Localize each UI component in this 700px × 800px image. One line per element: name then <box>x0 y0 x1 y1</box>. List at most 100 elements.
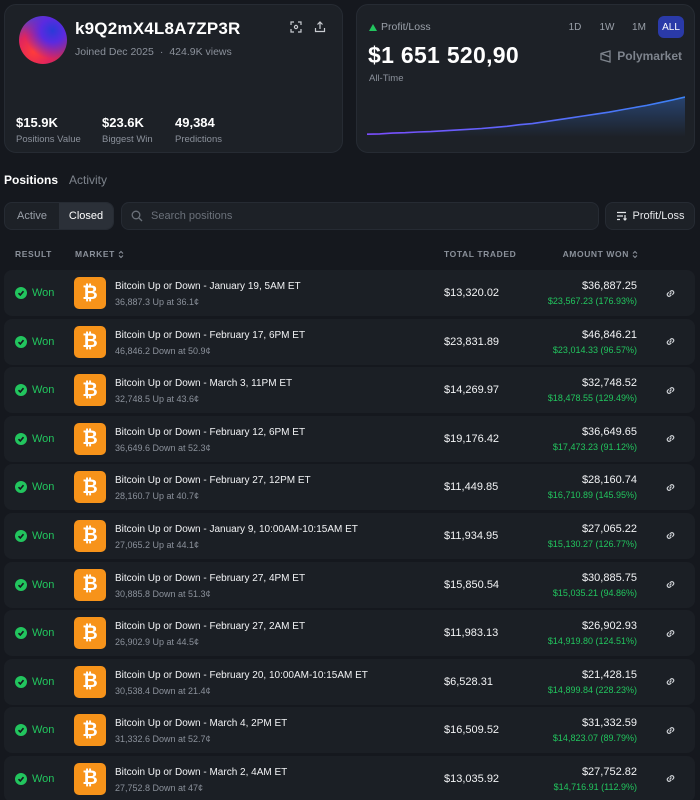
table-row[interactable]: Won ₿ Bitcoin Up or Down - January 19, 5AM… <box>4 270 695 316</box>
link-icon[interactable] <box>663 675 677 689</box>
table-row[interactable]: Won ₿ Bitcoin Up or Down - February 12, 6P… <box>4 415 695 462</box>
amount-won: $28,160.74 <box>581 474 637 487</box>
table-row[interactable]: Won ₿ Bitcoin Up or Down - February 17, 6P… <box>4 318 695 365</box>
check-circle-icon <box>15 724 27 737</box>
profit-amount: $14,823.07 (89.79%) <box>552 733 637 744</box>
link-icon[interactable] <box>663 529 677 543</box>
check-circle-icon <box>15 432 27 445</box>
total-traded: $14,269.97 <box>444 384 500 397</box>
positions-list: Won ₿ Bitcoin Up or Down - January 19, 5AM… <box>4 270 695 800</box>
market-title[interactable]: Bitcoin Up or Down - January 9, 10:00AM-… <box>115 523 358 535</box>
link-icon[interactable] <box>663 335 677 349</box>
header-market[interactable]: MARKET <box>75 249 124 259</box>
table-row[interactable]: Won ₿ Bitcoin Up or Down - February 27, 2A… <box>4 610 695 657</box>
amount-won: $30,885.75 <box>581 571 637 584</box>
link-icon[interactable] <box>663 578 677 592</box>
market-title[interactable]: Bitcoin Up or Down - March 2, 4AM ET <box>115 766 288 778</box>
pnl-period: All-Time <box>369 73 404 84</box>
range-tab-1m[interactable]: 1M <box>632 21 646 33</box>
market-position: 26,902.9 Up at 44.5¢ <box>115 637 200 648</box>
market-title[interactable]: Bitcoin Up or Down - March 4, 2PM ET <box>115 718 288 730</box>
profit-amount: $15,130.27 (126.77%) <box>547 538 637 549</box>
sort-pnl-button[interactable]: Profit/Loss <box>605 202 695 230</box>
range-tab-all[interactable]: ALL <box>658 16 684 38</box>
market-title[interactable]: Bitcoin Up or Down - February 17, 6PM ET <box>115 329 306 341</box>
header-result: RESULT <box>15 249 52 259</box>
table-row[interactable]: Won ₿ Bitcoin Up or Down - February 20, 10… <box>4 658 695 705</box>
header-amount-won[interactable]: AMOUNT WON <box>563 249 638 259</box>
table-row[interactable]: Won ₿ Bitcoin Up or Down - March 2, 4AM ET… <box>4 755 695 800</box>
result-label: Won <box>32 627 55 640</box>
tab-activity[interactable]: Activity <box>69 173 108 187</box>
link-icon[interactable] <box>663 383 677 397</box>
joined-date: Joined Dec 2025 <box>75 46 154 58</box>
link-icon[interactable] <box>663 626 677 640</box>
result-label: Won <box>32 287 55 299</box>
market-title[interactable]: Bitcoin Up or Down - February 27, 12PM E… <box>115 475 311 487</box>
range-tab-1w[interactable]: 1W <box>599 21 615 33</box>
bitcoin-icon: ₿ <box>74 568 106 601</box>
brand-name: Polymarket <box>617 49 682 63</box>
amount-won: $32,748.52 <box>581 377 637 390</box>
result-label: Won <box>32 675 55 688</box>
total-traded: $13,320.02 <box>444 287 500 299</box>
result-label: Won <box>32 578 55 591</box>
link-icon[interactable] <box>663 480 677 494</box>
result-badge: Won <box>15 529 54 542</box>
result-badge: Won <box>15 384 54 397</box>
link-icon[interactable] <box>663 772 677 786</box>
amount-won: $21,428.15 <box>581 668 637 681</box>
link-icon[interactable] <box>663 286 677 300</box>
bitcoin-icon: ₿ <box>74 617 106 650</box>
market-title[interactable]: Bitcoin Up or Down - February 27, 4PM ET <box>115 572 306 584</box>
total-traded: $15,850.54 <box>444 578 500 591</box>
market-position: 30,538.4 Down at 21.4¢ <box>115 685 211 696</box>
tab-positions[interactable]: Positions <box>4 173 59 187</box>
profit-amount: $14,919.80 (124.51%) <box>547 636 637 647</box>
pnl-area <box>367 97 685 137</box>
search-icon <box>131 210 143 222</box>
link-icon[interactable] <box>663 723 677 737</box>
separator-dot: · <box>159 46 164 58</box>
table-row[interactable]: Won ₿ Bitcoin Up or Down - March 4, 2PM ET… <box>4 707 695 754</box>
check-circle-icon <box>15 627 27 640</box>
table-row[interactable]: Won ₿ Bitcoin Up or Down - February 27, 12… <box>4 464 695 511</box>
market-title[interactable]: Bitcoin Up or Down - March 3, 11PM ET <box>115 378 293 390</box>
result-label: Won <box>32 335 55 348</box>
market-position: 46,846.2 Down at 50.9¢ <box>115 345 211 356</box>
closed-filter-button[interactable]: Closed <box>59 203 113 229</box>
check-circle-icon <box>15 675 27 688</box>
active-filter-button[interactable]: Active <box>17 210 47 222</box>
market-position: 31,332.6 Down at 52.7¢ <box>115 734 211 745</box>
market-title[interactable]: Bitcoin Up or Down - February 12, 6PM ET <box>115 426 306 438</box>
share-icon[interactable] <box>311 18 329 36</box>
sort-lines-icon <box>616 211 627 221</box>
market-position: 36,887.3 Up at 36.1¢ <box>115 297 200 307</box>
username: k9Q2mX4L8A7ZP3R <box>75 19 241 38</box>
search-input[interactable] <box>151 210 571 222</box>
market-title[interactable]: Bitcoin Up or Down - January 19, 5AM ET <box>115 281 301 292</box>
table-row[interactable]: Won ₿ Bitcoin Up or Down - January 9, 10:0… <box>4 512 695 559</box>
scan-icon[interactable] <box>287 18 305 36</box>
up-triangle-icon <box>369 23 377 31</box>
link-icon[interactable] <box>663 432 677 446</box>
bitcoin-icon: ₿ <box>74 325 106 358</box>
check-circle-icon <box>15 529 27 542</box>
header-won-label: AMOUNT WON <box>562 249 629 259</box>
header-result-label: RESULT <box>15 249 52 259</box>
check-circle-icon <box>15 384 27 397</box>
result-badge: Won <box>15 772 54 785</box>
market-title[interactable]: Bitcoin Up or Down - February 20, 10:00A… <box>115 669 368 681</box>
market-title[interactable]: Bitcoin Up or Down - February 27, 2AM ET <box>115 621 306 633</box>
check-circle-icon <box>15 578 27 591</box>
result-badge: Won <box>15 627 55 640</box>
profit-amount: $14,899.84 (228.23%) <box>547 684 637 695</box>
stat-positions-value: $15.9K Positions Value <box>16 115 81 145</box>
bitcoin-icon: ₿ <box>74 714 106 747</box>
table-row[interactable]: Won ₿ Bitcoin Up or Down - March 3, 11PM E… <box>4 367 695 414</box>
market-position: 28,160.7 Up at 40.7¢ <box>115 491 200 502</box>
polymarket-logo-icon <box>600 49 611 63</box>
sort-pnl-label: Profit/Loss <box>632 210 685 222</box>
range-tab-1d[interactable]: 1D <box>568 21 582 33</box>
table-row[interactable]: Won ₿ Bitcoin Up or Down - February 27, 4P… <box>4 561 695 608</box>
